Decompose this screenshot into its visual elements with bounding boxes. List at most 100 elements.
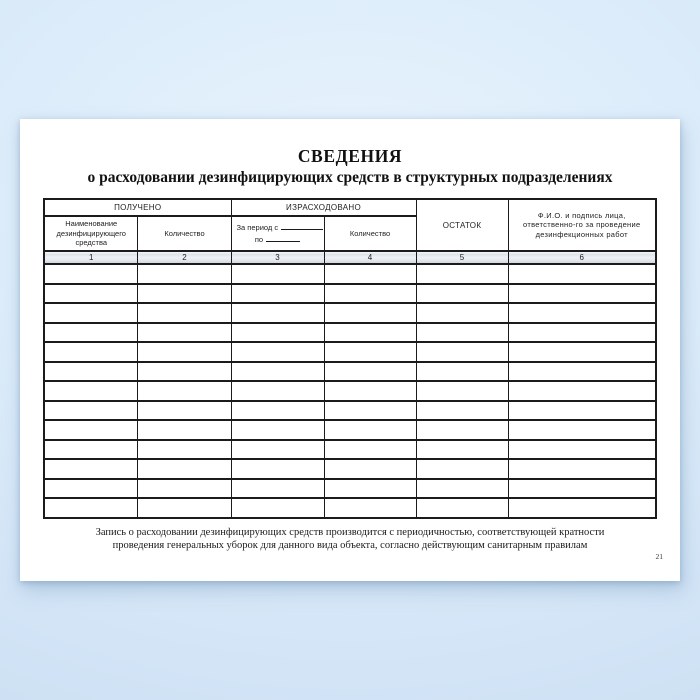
table-row: [43, 360, 657, 382]
column-header-disinfectant-name: Наименование дезинфицирующего средства: [43, 215, 139, 252]
footer-note-line-2: проведения генеральных уборок для данног…: [112, 539, 588, 551]
empty-cell: [43, 477, 139, 499]
empty-cell: [415, 380, 509, 402]
empty-cell: [507, 302, 657, 324]
empty-cell: [323, 380, 417, 402]
empty-cell: [507, 497, 657, 519]
disinfectant-usage-table: ПОЛУЧЕНО ИЗРАСХОДОВАНО ОСТАТОК Ф.И.О. и …: [42, 198, 657, 519]
column-group-spent: ИЗРАСХОДОВАНО: [230, 198, 417, 217]
empty-cell: [415, 458, 509, 480]
period-to-blank-line: [266, 239, 301, 242]
empty-cell: [415, 419, 509, 441]
empty-cell: [415, 399, 509, 421]
empty-cell: [137, 263, 232, 285]
empty-cell: [137, 399, 232, 421]
empty-cell: [137, 321, 232, 343]
empty-cell: [43, 321, 139, 343]
empty-cell: [323, 263, 417, 285]
empty-cell: [507, 380, 657, 402]
column-group-row: ПОЛУЧЕНО ИЗРАСХОДОВАНО ОСТАТОК Ф.И.О. и …: [43, 198, 657, 252]
empty-cell: [43, 380, 139, 402]
column-header-quantity-spent: Количество: [323, 215, 417, 252]
empty-cell: [137, 438, 232, 460]
empty-cell: [415, 302, 509, 324]
empty-cell: [137, 458, 232, 480]
column-number: 2: [137, 250, 232, 265]
table-row: [43, 341, 657, 363]
empty-cell: [43, 302, 139, 324]
column-header-quantity-received: Количество: [137, 215, 232, 252]
empty-cell: [230, 263, 325, 285]
empty-cell: [43, 438, 139, 460]
table-row: [43, 282, 657, 304]
empty-cell: [43, 341, 139, 363]
empty-cell: [415, 497, 509, 519]
empty-cell: [43, 458, 139, 480]
empty-cell: [323, 341, 417, 363]
table-row: [43, 321, 657, 343]
empty-cell: [137, 302, 232, 324]
table-row: [43, 458, 657, 480]
empty-cell: [507, 321, 657, 343]
empty-cell: [137, 341, 232, 363]
empty-cell: [137, 477, 232, 499]
page-title: СВЕДЕНИЯ: [297, 146, 403, 166]
empty-cell: [415, 263, 509, 285]
table-row: [43, 497, 657, 519]
footer-note-line-1: Запись о расходовании дезинфицирующих ср…: [95, 526, 605, 538]
empty-cell: [230, 380, 325, 402]
empty-cell: [415, 360, 509, 382]
table-row: [43, 419, 657, 441]
empty-cell: [230, 497, 325, 519]
empty-cell: [43, 497, 139, 519]
table-row: [43, 477, 657, 499]
table-header: ПОЛУЧЕНО ИЗРАСХОДОВАНО ОСТАТОК Ф.И.О. и …: [43, 198, 657, 265]
column-number-row: 1 2 3 4 5 6: [43, 250, 657, 265]
empty-cell: [323, 438, 417, 460]
empty-cell: [137, 282, 232, 304]
empty-cell: [323, 497, 417, 519]
empty-cell: [230, 360, 325, 382]
column-header-responsible-person: Ф.И.О. и подпись лица, ответственно-го з…: [507, 198, 657, 252]
empty-cell: [43, 263, 139, 285]
table-row: [43, 399, 657, 421]
empty-cell: [323, 458, 417, 480]
empty-cell: [507, 399, 657, 421]
empty-cell: [507, 282, 657, 304]
empty-cell: [43, 360, 139, 382]
page-subtitle: о расходовании дезинфицирующих средств в…: [87, 169, 613, 186]
empty-cell: [323, 360, 417, 382]
column-number: 3: [230, 250, 325, 265]
table-row: [43, 380, 657, 402]
period-from-blank-line: [281, 227, 323, 231]
column-header-remainder: ОСТАТОК: [415, 198, 509, 252]
document-page: СВЕДЕНИЯ о расходовании дезинфицирующих …: [20, 119, 680, 581]
empty-cell: [230, 341, 325, 363]
empty-cell: [507, 341, 657, 363]
empty-cell: [323, 282, 417, 304]
empty-cell: [323, 321, 417, 343]
empty-cell: [507, 419, 657, 441]
empty-cell: [507, 477, 657, 499]
column-header-period: За период с по: [230, 215, 325, 252]
empty-cell: [507, 438, 657, 460]
empty-cell: [415, 438, 509, 460]
empty-cell: [507, 263, 657, 285]
column-number: 6: [507, 250, 657, 265]
empty-cell: [507, 458, 657, 480]
empty-cell: [230, 282, 325, 304]
empty-cell: [43, 399, 139, 421]
table-row: [43, 438, 657, 460]
empty-cell: [230, 438, 325, 460]
empty-cell: [323, 399, 417, 421]
table-body: [43, 263, 657, 519]
empty-cell: [230, 302, 325, 324]
period-to-label: по: [254, 234, 264, 244]
empty-cell: [230, 458, 325, 480]
empty-cell: [507, 360, 657, 382]
empty-cell: [415, 477, 509, 499]
column-group-received: ПОЛУЧЕНО: [43, 198, 232, 217]
footer-note: Запись о расходовании дезинфицирующих ср…: [20, 526, 680, 552]
column-number: 1: [43, 250, 139, 265]
